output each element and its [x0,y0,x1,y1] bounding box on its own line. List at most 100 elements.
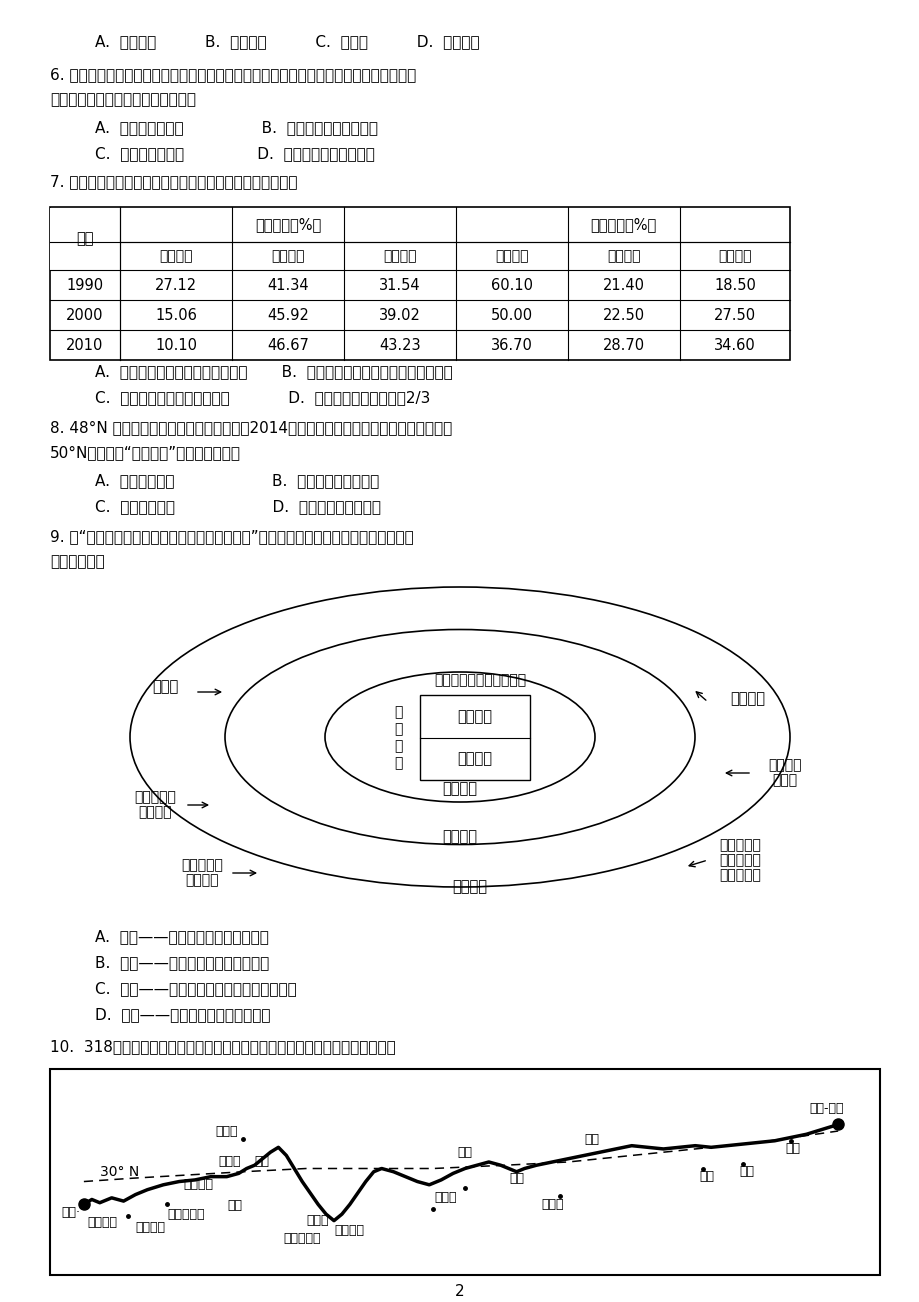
Text: 39.02: 39.02 [379,307,421,323]
Text: 年份: 年份 [76,230,94,246]
Text: 30° N: 30° N [99,1165,139,1178]
Text: 第二产业: 第二产业 [271,249,304,263]
Text: 宋林: 宋林 [227,1199,242,1212]
Text: 管理调控: 管理调控 [457,751,492,767]
Text: 本: 本 [393,723,402,736]
Text: 28.70: 28.70 [602,337,644,353]
Text: 庐山: 庐山 [699,1170,714,1184]
Text: 张家界: 张家界 [540,1198,563,1211]
Text: 宜昌: 宜昌 [584,1133,599,1146]
Text: 城镇化: 城镇化 [152,680,178,694]
Text: 西藏樟木: 西藏樟木 [87,1216,118,1229]
Text: 然乌湖: 然乌湖 [306,1215,328,1228]
Text: 基本公共服: 基本公共服 [134,790,176,805]
Text: 兼: 兼 [393,740,402,753]
Text: C.  城市——完善交通、通讯等基础设施建设: C. 城市——完善交通、通讯等基础设施建设 [95,982,297,996]
Text: A.  多发于夏季午后                B.  我国一年四季都有发生: A. 多发于夏季午后 B. 我国一年四季都有发生 [95,121,378,135]
Text: 18.50: 18.50 [713,277,755,293]
Text: 2000: 2000 [66,307,104,323]
Text: 第三产业: 第三产业 [718,249,751,263]
Text: 45.92: 45.92 [267,307,309,323]
Text: A.  全球气候变暖                    B.  农业技术水平的提高: A. 全球气候变暖 B. 农业技术水平的提高 [95,474,379,488]
Text: A.  地面沉降          B.  水土流失          C.  荒漠化          D.  海水入侵: A. 地面沉降 B. 水土流失 C. 荒漠化 D. 海水入侵 [95,34,479,49]
Text: 国家层面: 国家层面 [452,879,487,894]
Text: 中小城市: 中小城市 [767,758,800,772]
Text: 贡嚇山: 贡嚇山 [434,1191,456,1204]
Text: 21.40: 21.40 [602,277,644,293]
Text: 重庆: 重庆 [508,1172,524,1185]
Ellipse shape [324,672,595,802]
Text: 50.00: 50.00 [491,307,532,323]
Text: 15.06: 15.06 [155,307,197,323]
Text: 林芝: 林芝 [255,1155,269,1168]
Text: A.  产业结构与就业结构变动不一致       B.  就业结构由现代型向传统农业型转变: A. 产业结构与就业结构变动不一致 B. 就业结构由现代型向传统农业型转变 [95,365,452,379]
Text: 第三产业: 第三产业 [383,249,416,263]
Text: 2: 2 [455,1285,464,1299]
Text: C.  易引发城市内涝               D.  华南地区多发生在冬季: C. 易引发城市内涝 D. 华南地区多发生在冬季 [95,147,374,161]
Text: 第一产业: 第一产业 [494,249,528,263]
Text: 31.54: 31.54 [379,277,420,293]
Text: 雅鲁藏布江: 雅鲁藏布江 [283,1232,321,1245]
Text: 就业结构（%）: 就业结构（%） [589,217,655,232]
Bar [51,207,119,270]
Text: 区域分流: 区域分流 [730,691,765,707]
Text: 黄山: 黄山 [739,1165,754,1178]
Text: 卉奥友峰: 卉奥友峰 [135,1221,165,1234]
Bar [50,1069,879,1275]
Text: 法，错误的是: 法，错误的是 [50,555,105,569]
Text: A.  国家——推进中小城市城镇化进程: A. 国家——推进中小城市城镇化进程 [95,930,268,944]
Text: C.  种植历史悠久                    D.  季风气候，雨热同期: C. 种植历史悠久 D. 季风气候，雨热同期 [95,500,380,514]
Text: 产业结构（%）: 产业结构（%） [255,217,321,232]
Bar [420,695,529,780]
Text: B.  区域——加快推进区域一体化进程: B. 区域——加快推进区域一体化进程 [95,956,269,970]
Ellipse shape [130,587,789,887]
Text: 27.12: 27.12 [154,277,197,293]
Text: 多主体、多手段、多部门: 多主体、多手段、多部门 [434,673,526,687]
Text: 治: 治 [393,756,402,769]
Text: 7. 下表为我国部分年份产业结构与就业结构情况，表中反映: 7. 下表为我国部分年份产业结构与就业结构情况，表中反映 [50,174,297,190]
Text: 列关于强对流天气的说法，错误的是: 列关于强对流天气的说法，错误的是 [50,92,196,108]
Text: 务均等化: 务均等化 [138,805,172,819]
Text: 10.10: 10.10 [154,337,197,353]
Ellipse shape [225,629,694,845]
Text: 希夏邦马: 希夏邦马 [183,1178,213,1191]
Text: 10.  318国道是我国重要的东西向公路干线，下面所列事物，沿线差异较小的是: 10. 318国道是我国重要的东西向公路干线，下面所列事物，沿线差异较小的是 [50,1039,395,1055]
Text: 西部大开发: 西部大开发 [719,853,760,867]
Text: 杭州: 杭州 [785,1142,800,1155]
Text: 50°N的区域，“水稼北扩”的成功主要在于: 50°N的区域，“水稼北扩”的成功主要在于 [50,445,241,461]
Text: 终点·: 终点· [61,1206,80,1219]
Text: 1990: 1990 [66,277,104,293]
Text: 27.50: 27.50 [713,307,755,323]
Bar [50,207,789,359]
Text: 的分流: 的分流 [772,773,797,786]
Text: 9. 读“特大城市人口调控政策的多层次分析框架”图，下列关于各层面相关调控政策的说: 9. 读“特大城市人口调控政策的多层次分析框架”图，下列关于各层面相关调控政策的… [50,530,414,544]
Text: 46.67: 46.67 [267,337,309,353]
Text: C.  第三产业就业人口增加最多            D.  第一产业总产值下降近2/3: C. 第三产业就业人口增加最多 D. 第一产业总产值下降近2/3 [95,391,430,405]
Text: 国家资源配: 国家资源配 [181,858,222,872]
Text: 34.60: 34.60 [713,337,755,353]
Text: 区域层面: 区域层面 [442,829,477,845]
Text: 雀隆拉山: 雀隆拉山 [334,1224,364,1237]
Text: 城市层面: 城市层面 [442,781,477,797]
Text: 36.70: 36.70 [491,337,532,353]
Text: D.  城市——大力发展劳动密集型产业: D. 城市——大力发展劳动密集型产业 [95,1008,270,1022]
Text: 41.34: 41.34 [267,277,309,293]
Text: 第二产业: 第二产业 [607,249,640,263]
Text: 中部崛起和: 中部崛起和 [719,838,760,852]
Text: 珠穆朗玛峰: 珠穆朗玛峰 [167,1208,205,1221]
Text: 60.10: 60.10 [491,277,532,293]
Text: 22.50: 22.50 [602,307,644,323]
Text: 43.23: 43.23 [379,337,420,353]
Text: 标: 标 [393,704,402,719]
Text: 产业调控: 产业调控 [457,708,492,724]
Text: 起点-上海: 起点-上海 [808,1101,843,1115]
Text: 6. 强对流天气发生突然、天气剧烈，常伴有雷雨大风、冰雹、龙卷风、局部强降雨等。下: 6. 强对流天气发生突然、天气剧烈，常伴有雷雨大风、冰雹、龙卷风、局部强降雨等。… [50,68,415,82]
Text: 八一镇: 八一镇 [219,1155,241,1168]
Text: 第一产业: 第一产业 [159,249,193,263]
Text: 成都: 成都 [457,1146,472,1159]
Text: 2010: 2010 [66,337,104,353]
Text: 8. 48°N 一直以来被视为水稼种植的禁区。2014年我国东北黑河把水稼种植区向北推入到: 8. 48°N 一直以来被视为水稼种植的禁区。2014年我国东北黑河把水稼种植区… [50,421,452,435]
Text: 带来的分流: 带来的分流 [719,868,760,881]
Text: 置均等化: 置均等化 [185,874,219,887]
Text: 纳木错: 纳木错 [215,1125,238,1138]
